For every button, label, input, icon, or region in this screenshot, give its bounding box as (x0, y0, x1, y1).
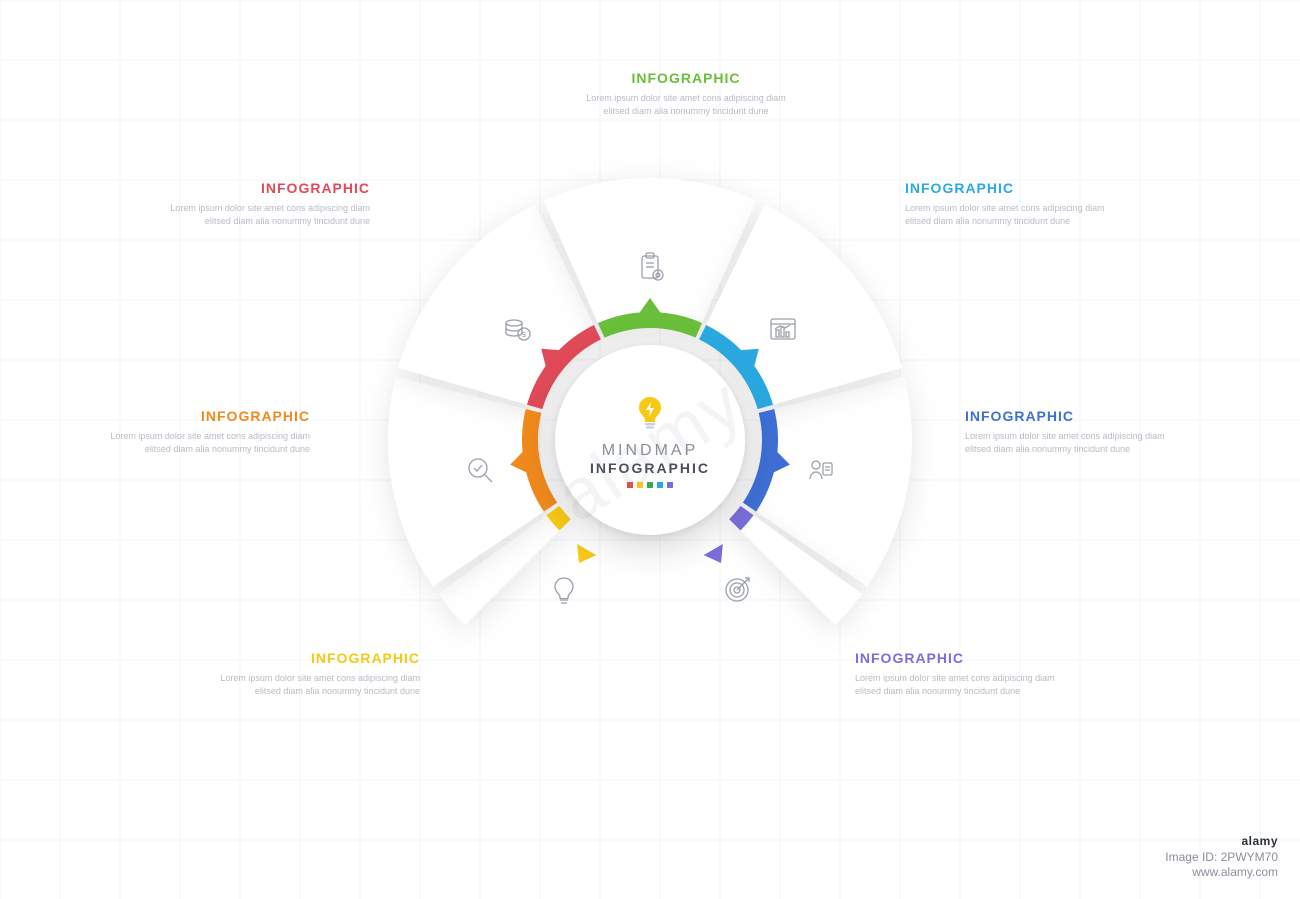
coins-dollar-icon: $ (497, 309, 537, 349)
center-dot (647, 482, 653, 488)
callout-title: INFOGRAPHIC (220, 650, 420, 666)
callout-body: Lorem ipsum dolor site amet cons adipisc… (220, 672, 420, 698)
callout-title: INFOGRAPHIC (110, 408, 310, 424)
segment-callout: INFOGRAPHIC Lorem ipsum dolor site amet c… (965, 408, 1165, 456)
segment-callout: INFOGRAPHIC Lorem ipsum dolor site amet c… (170, 180, 370, 228)
center-color-dots (627, 482, 673, 488)
clipboard-target-icon (630, 247, 670, 287)
segment-callout: INFOGRAPHIC Lorem ipsum dolor site amet c… (110, 408, 310, 456)
callout-title: INFOGRAPHIC (965, 408, 1165, 424)
ring-pointer (577, 544, 596, 563)
segment-callout: INFOGRAPHIC Lorem ipsum dolor site amet c… (586, 70, 786, 118)
person-card-icon (800, 450, 840, 490)
segment-callout: INFOGRAPHIC Lorem ipsum dolor site amet c… (905, 180, 1105, 228)
callout-title: INFOGRAPHIC (855, 650, 1055, 666)
target-icon (717, 570, 757, 610)
callout-title: INFOGRAPHIC (586, 70, 786, 86)
callout-body: Lorem ipsum dolor site amet cons adipisc… (170, 202, 370, 228)
center-dot (637, 482, 643, 488)
watermark-image-id: Image ID: 2PWYM70 (1165, 850, 1278, 864)
center-title-line2: INFOGRAPHIC (590, 460, 710, 476)
magnifier-check-icon (460, 450, 500, 490)
callout-title: INFOGRAPHIC (170, 180, 370, 196)
watermark-brand: alamy (1241, 834, 1278, 848)
infographic-stage: MINDMAP INFOGRAPHIC $ INFOGRAPHIC Lorem i… (0, 0, 1300, 899)
callout-body: Lorem ipsum dolor site amet cons adipisc… (905, 202, 1105, 228)
ring-pointer (704, 544, 723, 563)
segment-callout: INFOGRAPHIC Lorem ipsum dolor site amet c… (220, 650, 420, 698)
svg-text:$: $ (523, 332, 527, 339)
browser-chart-icon (763, 309, 803, 349)
callout-title: INFOGRAPHIC (905, 180, 1105, 196)
center-dot (627, 482, 633, 488)
center-disc: MINDMAP INFOGRAPHIC (555, 345, 745, 535)
callout-body: Lorem ipsum dolor site amet cons adipisc… (855, 672, 1055, 698)
center-dot (667, 482, 673, 488)
callout-body: Lorem ipsum dolor site amet cons adipisc… (586, 92, 786, 118)
callout-body: Lorem ipsum dolor site amet cons adipisc… (110, 430, 310, 456)
watermark-site: www.alamy.com (1192, 865, 1278, 879)
center-title-line1: MINDMAP (602, 442, 699, 460)
watermark-corner: alamy Image ID: 2PWYM70 www.alamy.com (1165, 834, 1278, 881)
lightbulb-icon (544, 570, 584, 610)
lightbulb-bolt-icon (630, 393, 670, 438)
segment-callout: INFOGRAPHIC Lorem ipsum dolor site amet c… (855, 650, 1055, 698)
center-dot (657, 482, 663, 488)
callout-body: Lorem ipsum dolor site amet cons adipisc… (965, 430, 1165, 456)
